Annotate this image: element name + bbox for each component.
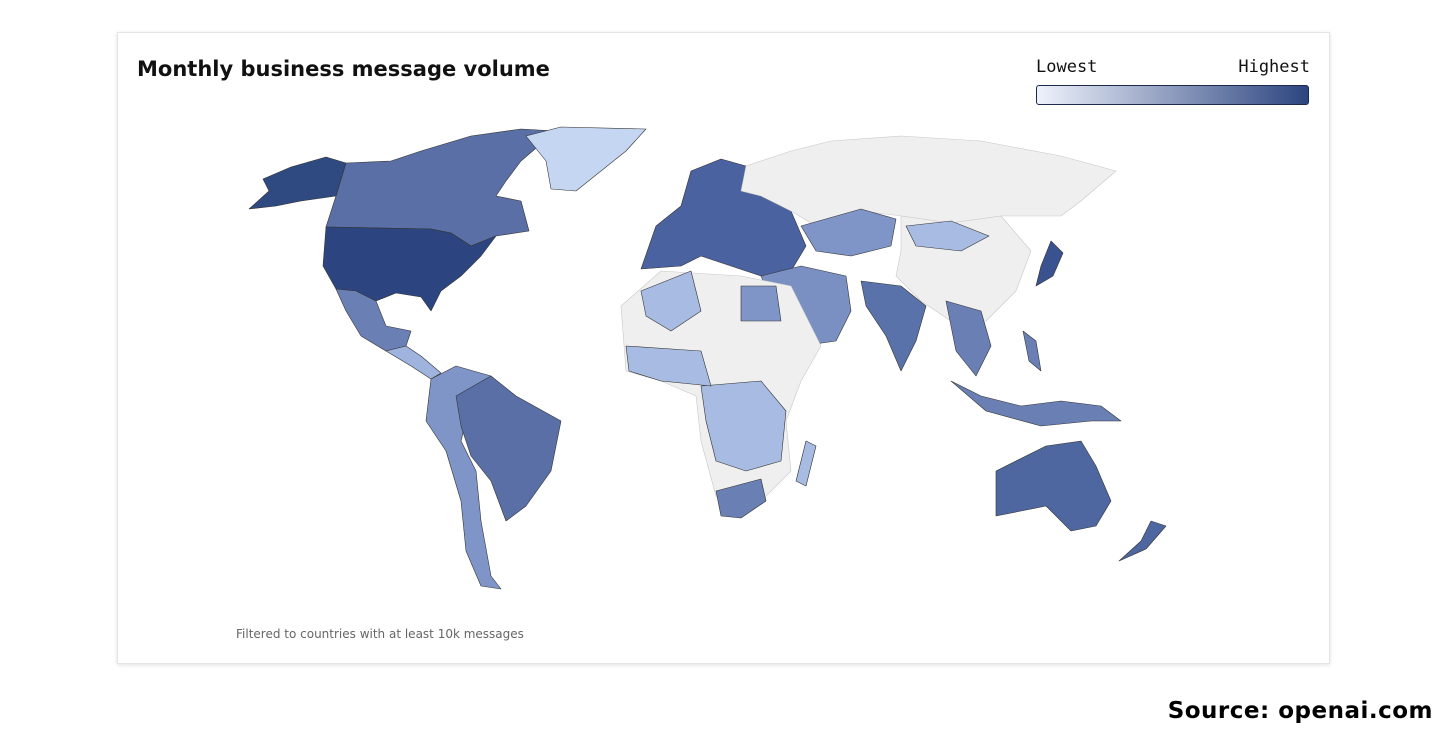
- region-west-africa: [625, 345, 712, 387]
- world-map: [248, 126, 1167, 590]
- region-madagascar: [795, 440, 817, 487]
- legend-high-label: Highest: [1238, 57, 1310, 77]
- region-east-africa: [700, 380, 787, 472]
- region-brazil: [455, 375, 562, 522]
- region-egypt: [740, 285, 782, 322]
- region-russia: [740, 135, 1117, 224]
- region-kazakhstan: [800, 208, 897, 257]
- region-new-zealand: [1118, 520, 1167, 562]
- region-se-asia: [945, 300, 992, 377]
- map-card: Monthly business message volume Lowest H…: [117, 32, 1330, 664]
- region-central-america: [385, 345, 442, 380]
- region-indonesia: [950, 380, 1122, 427]
- region-philippines: [1022, 330, 1042, 372]
- region-alaska: [248, 156, 347, 210]
- region-mongolia: [905, 220, 990, 252]
- region-south-africa: [715, 478, 767, 519]
- region-japan: [1035, 240, 1064, 287]
- map-title: Monthly business message volume: [137, 57, 550, 81]
- region-north-africa-west: [640, 270, 702, 332]
- footnote: Filtered to countries with at least 10k …: [236, 627, 524, 641]
- source-credit: Source: openai.com: [1167, 698, 1433, 724]
- region-india: [860, 280, 927, 372]
- legend-gradient: [1036, 85, 1309, 105]
- region-mexico: [335, 288, 412, 352]
- region-greenland: [525, 126, 647, 192]
- legend-low-label: Lowest: [1036, 57, 1098, 77]
- region-australia: [995, 440, 1112, 532]
